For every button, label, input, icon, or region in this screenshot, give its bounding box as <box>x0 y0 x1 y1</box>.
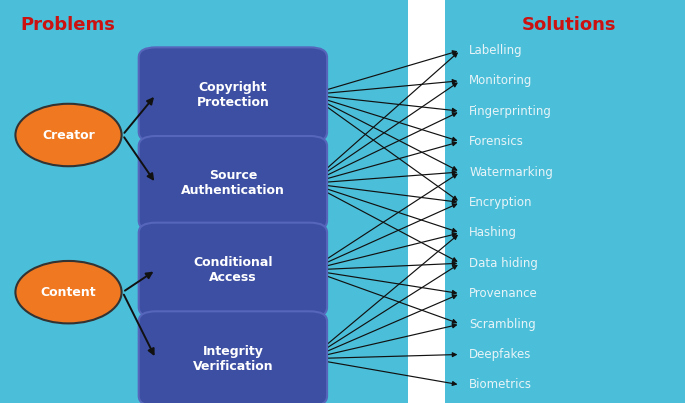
Text: Provenance: Provenance <box>469 287 538 300</box>
Text: Solutions: Solutions <box>521 16 616 34</box>
Text: Integrity
Verification: Integrity Verification <box>192 345 273 373</box>
Text: Conditional
Access: Conditional Access <box>193 256 273 284</box>
FancyBboxPatch shape <box>139 136 327 231</box>
Text: Problems: Problems <box>21 16 116 34</box>
Ellipse shape <box>15 261 122 323</box>
Text: Encryption: Encryption <box>469 196 533 209</box>
Text: Hashing: Hashing <box>469 226 517 239</box>
Text: Watermarking: Watermarking <box>469 166 553 179</box>
Text: Content: Content <box>40 286 97 299</box>
Text: Deepfakes: Deepfakes <box>469 348 532 361</box>
Text: Scrambling: Scrambling <box>469 318 536 330</box>
Text: Creator: Creator <box>42 129 95 141</box>
FancyBboxPatch shape <box>139 48 327 142</box>
Text: Forensics: Forensics <box>469 135 524 148</box>
Text: Data hiding: Data hiding <box>469 257 538 270</box>
Bar <box>408 0 445 403</box>
Text: Copyright
Protection: Copyright Protection <box>197 81 269 109</box>
Text: Labelling: Labelling <box>469 44 523 57</box>
Text: Biometrics: Biometrics <box>469 378 532 391</box>
FancyBboxPatch shape <box>139 222 327 318</box>
Text: Fingerprinting: Fingerprinting <box>469 105 552 118</box>
Ellipse shape <box>15 104 122 166</box>
Text: Source
Authentication: Source Authentication <box>181 169 285 197</box>
Text: Monitoring: Monitoring <box>469 74 533 87</box>
FancyBboxPatch shape <box>139 311 327 403</box>
